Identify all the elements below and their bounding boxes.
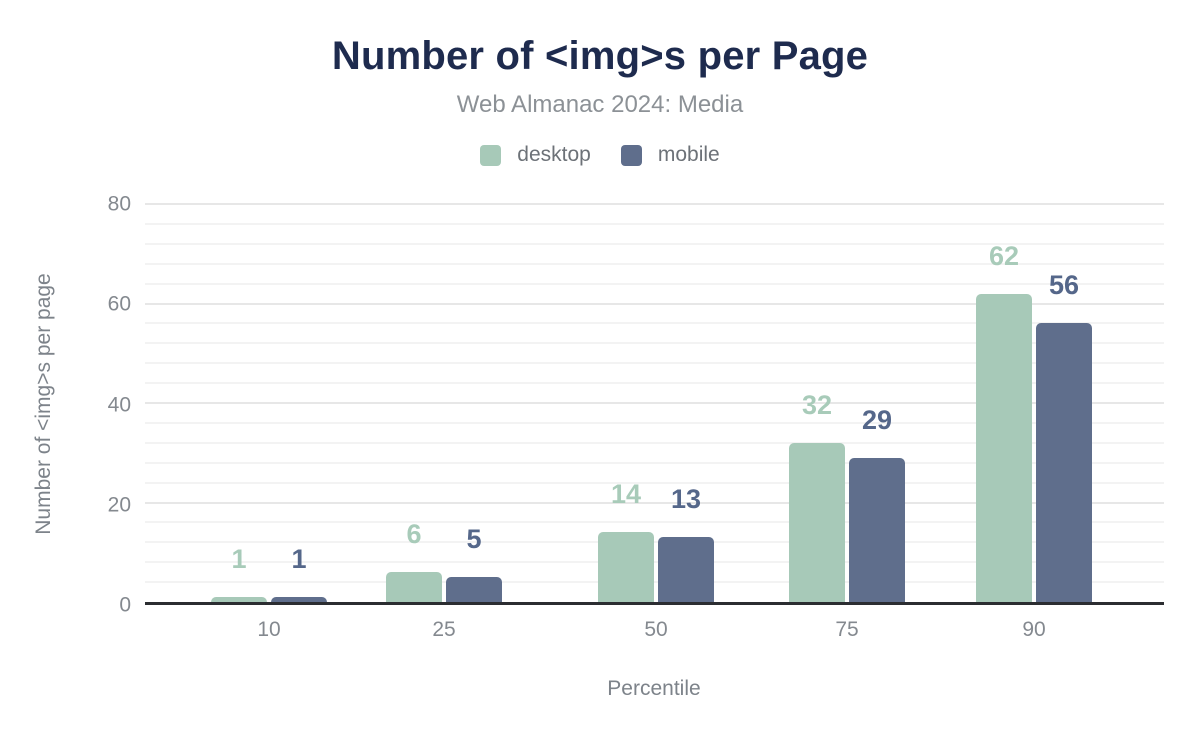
legend-item-mobile[interactable]: mobile (620, 143, 720, 167)
bar-value-label-desktop-p10: 1 (231, 544, 247, 575)
bar-group-p50: 14 13 50 (598, 204, 714, 641)
bar-desktop-p90 (976, 293, 1032, 602)
x-tick-label: 75 (835, 618, 859, 641)
chart-title: Number of <img>s per Page (331, 34, 869, 78)
bar-mobile-p90 (1036, 323, 1092, 602)
bar-group-p10: 1 1 10 (211, 204, 327, 641)
gridline-minor (145, 481, 1164, 484)
bar-mobile-p25 (446, 577, 502, 602)
bar-value-label-mobile-p90: 56 (1048, 270, 1080, 301)
bar-slot-mobile-p10: 1 (271, 204, 327, 602)
bar-slot-desktop-p50: 14 (598, 204, 654, 602)
bar-value-label-mobile-p75: 29 (861, 404, 893, 435)
y-tick-label: 80 (107, 192, 131, 216)
bar-value-label-mobile-p25: 5 (466, 524, 482, 555)
gridline-major (145, 302, 1164, 305)
legend-label-desktop: desktop (517, 143, 591, 166)
desktop-swatch-icon (480, 144, 502, 166)
gridline-major (145, 402, 1164, 404)
gridline-minor (145, 342, 1164, 345)
bar-mobile-p50 (658, 537, 714, 602)
bar-value-label-desktop-p75: 32 (801, 389, 833, 420)
bar-slot-desktop-p10: 1 (211, 204, 267, 602)
bar-group-p75: 32 29 75 (789, 204, 905, 641)
y-tick-label: 20 (107, 493, 131, 517)
gridline-minor (145, 561, 1164, 564)
bar-value-label-desktop-p25: 6 (406, 519, 422, 550)
legend-item-desktop[interactable]: desktop (480, 143, 591, 167)
legend: desktop mobile (0, 143, 1200, 167)
bar-desktop-p10 (211, 597, 267, 602)
gridline-minor (145, 441, 1164, 444)
y-tick-label: 40 (107, 393, 131, 416)
bar-slot-desktop-p75: 32 (789, 204, 845, 602)
bar-value-label-mobile-p10: 1 (291, 544, 307, 575)
gridline-minor (145, 581, 1164, 584)
gridline-minor (145, 282, 1164, 285)
bar-desktop-p75 (789, 442, 845, 602)
y-tick-label: 0 (119, 593, 131, 617)
gridline-minor (145, 242, 1164, 245)
x-axis-title: Percentile (607, 677, 701, 700)
chart-subtitle: Web Almanac 2024: Media (456, 91, 744, 118)
x-tick-label: 25 (432, 618, 456, 641)
x-tick-label: 10 (257, 618, 281, 641)
bar-group-p90: 62 56 90 (976, 204, 1092, 641)
bar-slot-mobile-p75: 29 (849, 204, 905, 602)
x-tick-label: 50 (644, 618, 668, 641)
gridline-minor (145, 382, 1164, 385)
gridline-minor (145, 322, 1164, 325)
gridline-minor (145, 461, 1164, 464)
x-tick-label: 90 (1022, 618, 1046, 641)
bar-value-label-mobile-p50: 13 (670, 484, 702, 515)
gridline-minor (145, 541, 1164, 544)
bar-desktop-p50 (598, 532, 654, 602)
bar-mobile-p75 (849, 457, 905, 602)
bar-slot-mobile-p25: 5 (446, 204, 502, 602)
gridline-minor (145, 521, 1164, 524)
gridline-minor (145, 222, 1164, 225)
mobile-swatch-icon (620, 144, 642, 166)
bar-value-label-desktop-p90: 62 (988, 240, 1020, 271)
gridline-minor (145, 362, 1164, 365)
bar-value-label-desktop-p50: 14 (610, 479, 642, 510)
gridline-major (145, 501, 1164, 504)
y-axis-ticks: 0 20 40 60 80 (0, 194, 131, 616)
bar-slot-desktop-p90: 62 (976, 204, 1032, 602)
bar-slot-desktop-p25: 6 (386, 204, 442, 602)
bar-group-p25: 6 5 25 (386, 204, 502, 641)
gridline-major (145, 203, 1164, 205)
gridline-minor (145, 421, 1164, 424)
bar-desktop-p25 (386, 572, 442, 602)
legend-label-mobile: mobile (657, 143, 720, 166)
gridline-minor (145, 262, 1164, 265)
plot-area: 1 1 10 6 5 25 14 13 50 32 29 75 62 56 90 (145, 203, 1164, 641)
bar-mobile-p10 (271, 597, 327, 602)
bar-slot-mobile-p50: 13 (658, 204, 714, 602)
bar-slot-mobile-p90: 56 (1036, 204, 1092, 602)
y-tick-label: 60 (107, 292, 131, 316)
